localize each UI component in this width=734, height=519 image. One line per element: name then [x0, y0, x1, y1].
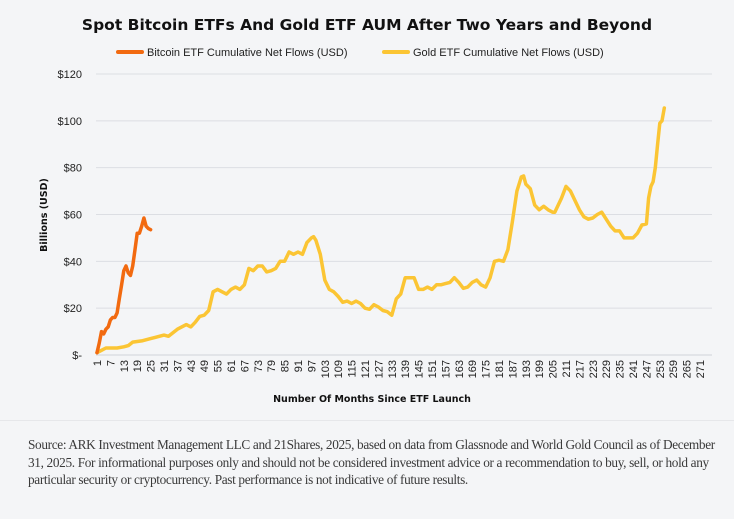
x-tick-label: 19 [132, 360, 144, 372]
x-tick-label: 31 [159, 360, 171, 372]
x-tick-label: 223 [588, 360, 600, 378]
x-tick-label: 247 [641, 360, 653, 378]
x-tick-label: 265 [682, 360, 694, 378]
y-tick-label: $100 [58, 116, 82, 128]
y-axis-ticks: $- $20 $40 $60 $80 $100 $120 [58, 69, 83, 362]
legend: Bitcoin ETF Cumulative Net Flows (USD) G… [116, 47, 604, 59]
gridlines [96, 73, 712, 356]
legend-label-bitcoin: Bitcoin ETF Cumulative Net Flows (USD) [147, 47, 348, 59]
y-tick-label: $120 [58, 69, 82, 81]
gold-etf-line [95, 106, 667, 355]
chart: Spot Bitcoin ETFs And Gold ETF AUM After… [39, 16, 712, 405]
y-tick-label: $60 [64, 210, 82, 222]
x-tick-label: 25 [146, 360, 158, 372]
source-note: Source: ARK Investment Management LLC an… [28, 437, 715, 487]
x-tick-label: 97 [306, 360, 318, 372]
x-tick-label: 217 [574, 360, 586, 378]
x-tick-label: 151 [427, 360, 439, 378]
x-tick-label: 241 [628, 360, 640, 378]
x-tick-label: 79 [266, 360, 278, 372]
x-tick-label: 193 [521, 360, 533, 378]
x-tick-label: 73 [253, 360, 265, 372]
x-tick-label: 61 [226, 360, 238, 372]
x-tick-label: 271 [695, 360, 707, 378]
x-tick-label: 37 [172, 360, 184, 372]
x-tick-label: 49 [199, 360, 211, 372]
x-tick-label: 103 [320, 360, 332, 378]
x-tick-label: 181 [494, 360, 506, 378]
x-tick-label: 169 [467, 360, 479, 378]
y-tick-label: $40 [64, 256, 82, 268]
x-axis-label: Number Of Months Since ETF Launch [273, 394, 471, 405]
x-tick-label: 85 [280, 360, 292, 372]
x-tick-label: 121 [360, 360, 372, 378]
x-tick-label: 7 [105, 360, 117, 366]
x-tick-label: 13 [119, 360, 131, 372]
x-tick-label: 187 [507, 360, 519, 378]
bitcoin-etf-line [95, 216, 153, 355]
x-tick-label: 235 [615, 360, 627, 378]
x-tick-label: 91 [293, 360, 305, 372]
series-lines [95, 106, 667, 355]
x-tick-label: 1 [92, 360, 104, 366]
y-tick-label: $- [72, 350, 82, 362]
y-tick-label: $20 [64, 303, 82, 315]
x-tick-label: 43 [186, 360, 198, 372]
x-tick-label: 109 [333, 360, 345, 378]
y-tick-label: $80 [64, 163, 82, 175]
x-tick-label: 139 [400, 360, 412, 378]
x-tick-label: 253 [655, 360, 667, 378]
x-tick-label: 55 [213, 360, 225, 372]
x-tick-label: 145 [414, 360, 426, 378]
legend-label-gold: Gold ETF Cumulative Net Flows (USD) [413, 47, 604, 59]
x-tick-label: 157 [440, 360, 452, 378]
y-axis-label: Billions (USD) [39, 178, 50, 252]
x-tick-label: 175 [481, 360, 493, 378]
chart-title: Spot Bitcoin ETFs And Gold ETF AUM After… [82, 16, 652, 34]
x-axis-ticks: 1 7 13 19 25 31 37 43 49 55 61 67 73 79 85 91 97 103 109 11… [92, 360, 707, 378]
x-tick-label: 199 [534, 360, 546, 378]
x-tick-label: 205 [548, 360, 560, 378]
x-tick-label: 67 [239, 360, 251, 372]
x-tick-label: 115 [347, 360, 359, 378]
x-tick-label: 163 [454, 360, 466, 378]
x-tick-label: 127 [373, 360, 385, 378]
x-tick-label: 211 [561, 360, 573, 378]
x-tick-label: 259 [668, 360, 680, 378]
x-tick-label: 133 [387, 360, 399, 378]
x-tick-label: 229 [601, 360, 613, 378]
divider [0, 420, 734, 421]
